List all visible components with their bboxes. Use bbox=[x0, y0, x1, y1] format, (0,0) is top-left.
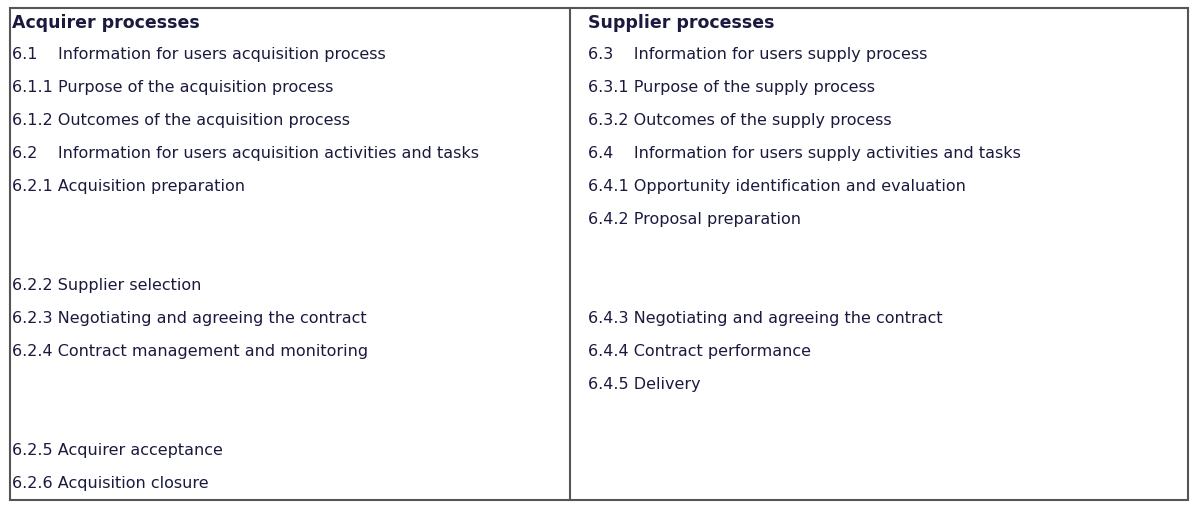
Text: 6.2.1 Acquisition preparation: 6.2.1 Acquisition preparation bbox=[12, 179, 245, 194]
Text: 6.4.4 Contract performance: 6.4.4 Contract performance bbox=[588, 344, 811, 359]
Text: 6.2.2 Supplier selection: 6.2.2 Supplier selection bbox=[12, 278, 202, 293]
Text: 6.1.2 Outcomes of the acquisition process: 6.1.2 Outcomes of the acquisition proces… bbox=[12, 113, 350, 128]
Text: 6.3.2 Outcomes of the supply process: 6.3.2 Outcomes of the supply process bbox=[588, 113, 892, 128]
Text: 6.4.2 Proposal preparation: 6.4.2 Proposal preparation bbox=[588, 212, 802, 227]
Text: Supplier processes: Supplier processes bbox=[588, 14, 774, 32]
Text: 6.1.1 Purpose of the acquisition process: 6.1.1 Purpose of the acquisition process bbox=[12, 80, 334, 95]
Text: 6.2.5 Acquirer acceptance: 6.2.5 Acquirer acceptance bbox=[12, 443, 223, 458]
Text: Acquirer processes: Acquirer processes bbox=[12, 14, 199, 32]
Text: 6.2.4 Contract management and monitoring: 6.2.4 Contract management and monitoring bbox=[12, 344, 368, 359]
Text: 6.4    Information for users supply activities and tasks: 6.4 Information for users supply activit… bbox=[588, 146, 1021, 161]
Text: 6.4.1 Opportunity identification and evaluation: 6.4.1 Opportunity identification and eva… bbox=[588, 179, 966, 194]
Text: 6.2.6 Acquisition closure: 6.2.6 Acquisition closure bbox=[12, 476, 209, 491]
Text: 6.2    Information for users acquisition activities and tasks: 6.2 Information for users acquisition ac… bbox=[12, 146, 479, 161]
Text: 6.4.5 Delivery: 6.4.5 Delivery bbox=[588, 377, 701, 392]
Text: 6.4.3 Negotiating and agreeing the contract: 6.4.3 Negotiating and agreeing the contr… bbox=[588, 311, 943, 326]
Text: 6.3    Information for users supply process: 6.3 Information for users supply process bbox=[588, 47, 928, 62]
Text: 6.1    Information for users acquisition process: 6.1 Information for users acquisition pr… bbox=[12, 47, 385, 62]
Text: 6.3.1 Purpose of the supply process: 6.3.1 Purpose of the supply process bbox=[588, 80, 875, 95]
Text: 6.2.3 Negotiating and agreeing the contract: 6.2.3 Negotiating and agreeing the contr… bbox=[12, 311, 367, 326]
